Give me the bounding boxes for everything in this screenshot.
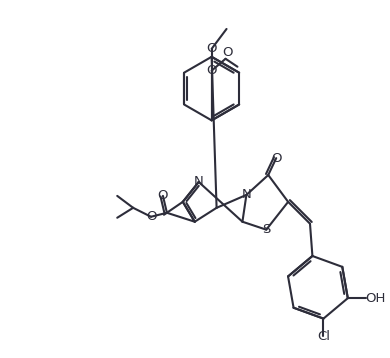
Text: O: O xyxy=(206,64,217,77)
Text: N: N xyxy=(194,175,204,188)
Text: O: O xyxy=(271,152,282,165)
Text: N: N xyxy=(241,188,251,202)
Text: O: O xyxy=(222,46,233,59)
Text: Cl: Cl xyxy=(317,330,330,343)
Text: S: S xyxy=(262,223,270,236)
Text: O: O xyxy=(158,189,168,202)
Text: O: O xyxy=(206,42,217,55)
Text: O: O xyxy=(146,210,156,223)
Text: OH: OH xyxy=(366,292,386,305)
